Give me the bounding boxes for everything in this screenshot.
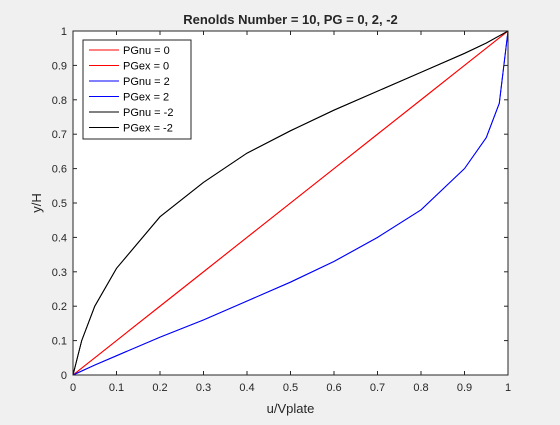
x-tick-label: 0.6 <box>326 382 341 394</box>
series-line-6 <box>72 30 509 376</box>
y-tick-label: 0.8 <box>52 95 67 107</box>
x-tick-label: 0.2 <box>152 382 167 394</box>
y-tick-label: 0.3 <box>52 267 67 279</box>
chart-title: Renolds Number = 10, PG = 0, 2, -2 <box>183 12 398 27</box>
axes-layer: 0 0.1 0.2 0.3 0.4 0.5 0.6 0.7 0.8 0.9 1 0 0.1 0.2 0.3 0… <box>52 26 511 394</box>
x-tick-label: 0.7 <box>370 382 385 394</box>
x-axis-label: u/Vplate <box>267 401 315 416</box>
y-tick-label: 0.5 <box>52 198 67 210</box>
series-line-2 <box>72 30 509 376</box>
x-tick-label: 0.3 <box>196 382 211 394</box>
y-tick-label: 0.7 <box>52 129 67 141</box>
y-tick-label: 0.9 <box>52 60 67 72</box>
x-tick-label: 0.9 <box>457 382 472 394</box>
x-tick-label: 0.8 <box>413 382 428 394</box>
y-tick-label: 0.2 <box>52 301 67 313</box>
x-tick-label: 0.1 <box>109 382 124 394</box>
series-layer <box>72 30 509 376</box>
x-tick-label: 1 <box>505 382 511 394</box>
y-tick-label: 0.1 <box>52 336 67 348</box>
legend-entry: PGex = 2 <box>123 92 169 104</box>
y-tick-label: 0.4 <box>52 232 67 244</box>
y-tick-label: 0 <box>61 370 67 382</box>
series-line-4 <box>72 30 509 376</box>
y-tick-label: 1 <box>61 26 67 38</box>
legend-box <box>82 39 192 140</box>
x-tick-label: 0.4 <box>239 382 254 394</box>
y-tick-label: 0.6 <box>52 164 67 176</box>
legend-entry: PGex = -2 <box>123 123 173 135</box>
legend-entry: PGnu = 2 <box>123 76 170 88</box>
legend-entry: PGex = 0 <box>123 61 169 73</box>
y-axis-label: y/H <box>29 193 44 213</box>
x-tick-label: 0 <box>70 382 76 394</box>
x-tick-label: 0.5 <box>283 382 298 394</box>
legend-entry: PGnu = 0 <box>123 45 170 57</box>
legend-entry: PGnu = -2 <box>123 107 173 119</box>
legend: PGnu = 0 PGex = 0 PGnu = 2 PGex = 2 PGnu = -… <box>82 39 192 140</box>
